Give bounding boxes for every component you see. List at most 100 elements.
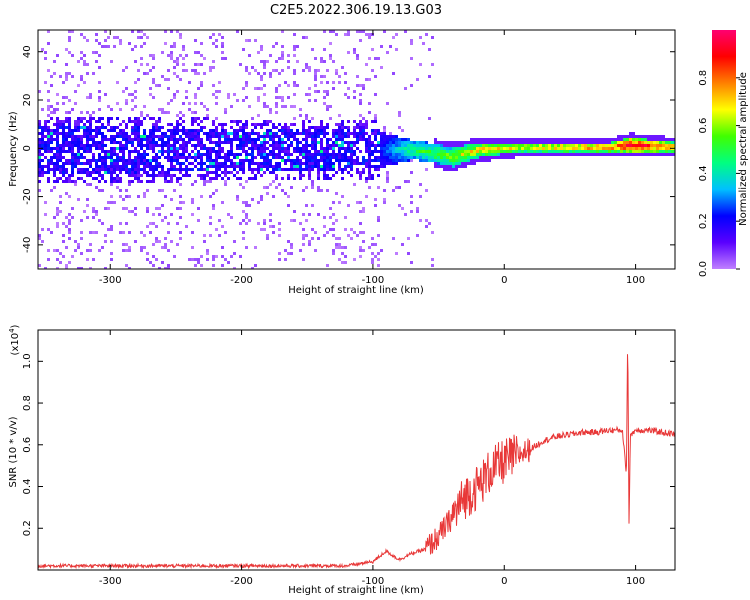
spectrogram-cell: [83, 123, 86, 126]
spectrogram-cell: [194, 63, 197, 66]
spectrogram-cell: [341, 144, 344, 147]
spectrogram-cell: [548, 144, 551, 147]
spectrogram-cell: [350, 174, 353, 177]
spectrogram-cell: [194, 120, 197, 123]
spectrogram-cell: [335, 141, 338, 144]
spectrogram-cell: [293, 72, 296, 75]
spectrogram-cell: [587, 144, 590, 147]
spectrogram-cell: [305, 204, 308, 207]
spectrogram-cell: [572, 150, 575, 153]
spectrogram-cell: [482, 144, 485, 147]
spectrogram-cell: [110, 195, 113, 198]
x-tick-label: 100: [626, 576, 645, 587]
spectrogram-cell: [212, 255, 215, 258]
spectrogram-cell: [41, 153, 44, 156]
spectrogram-cell: [266, 153, 269, 156]
spectrogram-cell: [269, 225, 272, 228]
spectrogram-cell: [134, 240, 137, 243]
spectrogram-cell: [305, 66, 308, 69]
spectrogram-cell: [92, 153, 95, 156]
spectrogram-cell: [44, 51, 47, 54]
spectrogram-cell: [296, 138, 299, 141]
spectrogram-cell: [290, 129, 293, 132]
spectrogram-cell: [419, 147, 422, 150]
spectrogram-cell: [119, 147, 122, 150]
spectrogram-cell: [482, 141, 485, 144]
spectrogram-cell: [302, 189, 305, 192]
spectrogram-cell: [245, 132, 248, 135]
spectrogram-cell: [281, 144, 284, 147]
spectrogram-cell: [359, 30, 362, 33]
spectrogram-cell: [374, 204, 377, 207]
spectrogram-cell: [503, 144, 506, 147]
spectrogram-cell: [323, 174, 326, 177]
spectrogram-cell: [260, 165, 263, 168]
spectrogram-cell: [221, 141, 224, 144]
spectrogram-cell: [149, 174, 152, 177]
spectrogram-cell: [218, 123, 221, 126]
spectrogram-cell: [494, 156, 497, 159]
spectrogram-cell: [338, 201, 341, 204]
spectrogram-cell: [473, 141, 476, 144]
spectrogram-cell: [383, 144, 386, 147]
spectrogram-cell: [137, 144, 140, 147]
y-tick-label: 1.0: [22, 353, 33, 369]
spectrogram-cell: [368, 156, 371, 159]
spectrogram-cell: [173, 168, 176, 171]
spectrogram-cell: [350, 144, 353, 147]
spectrogram-cell: [302, 120, 305, 123]
spectrogram-cell: [179, 54, 182, 57]
spectrogram-cell: [548, 147, 551, 150]
spectrogram-cell: [125, 171, 128, 174]
x-tick-label: -100: [362, 576, 385, 587]
spectrogram-cell: [59, 153, 62, 156]
spectrogram-cell: [95, 135, 98, 138]
spectrogram-cell: [575, 144, 578, 147]
spectrogram-cell: [203, 147, 206, 150]
spectrogram-cell: [362, 210, 365, 213]
spectrogram-cell: [191, 132, 194, 135]
spectrogram-cell: [188, 258, 191, 261]
spectrogram-cell: [539, 147, 542, 150]
spectrogram-cell: [215, 189, 218, 192]
spectrogram-cell: [122, 153, 125, 156]
spectrogram-cell: [362, 171, 365, 174]
spectrogram-cell: [209, 138, 212, 141]
spectrogram-cell: [143, 153, 146, 156]
spectrogram-cell: [128, 141, 131, 144]
spectrogram-cell: [374, 120, 377, 123]
spectrogram-cell: [59, 261, 62, 264]
spectrogram-cell: [74, 126, 77, 129]
spectrogram-cell: [320, 138, 323, 141]
spectrogram-cell: [392, 153, 395, 156]
spectrogram-cell: [662, 147, 665, 150]
spectrogram-cell: [302, 153, 305, 156]
spectrogram-cell: [575, 153, 578, 156]
spectrogram-cell: [152, 135, 155, 138]
spectrogram-cell: [632, 141, 635, 144]
spectrogram-cell: [344, 165, 347, 168]
spectrogram-cell: [95, 159, 98, 162]
spectrogram-cell: [410, 150, 413, 153]
spectrogram-cell: [56, 180, 59, 183]
spectrogram-cell: [476, 138, 479, 141]
spectrogram-cell: [263, 105, 266, 108]
spectrogram-cell: [347, 144, 350, 147]
spectrogram-cell: [353, 144, 356, 147]
spectrogram-cell: [116, 156, 119, 159]
x-tick-label: 100: [626, 275, 645, 286]
spectrogram-cell: [47, 126, 50, 129]
spectrogram-cell: [155, 156, 158, 159]
spectrogram-cell: [221, 255, 224, 258]
spectrogram-cell: [320, 60, 323, 63]
spectrogram-cell: [359, 39, 362, 42]
spectrogram-cell: [53, 216, 56, 219]
spectrogram-cell: [65, 63, 68, 66]
spectrogram-cell: [338, 165, 341, 168]
spectrogram-cell: [182, 138, 185, 141]
spectrogram-cell: [314, 150, 317, 153]
spectrogram-cell: [464, 147, 467, 150]
spectrogram-cell: [308, 156, 311, 159]
spectrogram-cell: [359, 246, 362, 249]
spectrogram-cell: [62, 81, 65, 84]
